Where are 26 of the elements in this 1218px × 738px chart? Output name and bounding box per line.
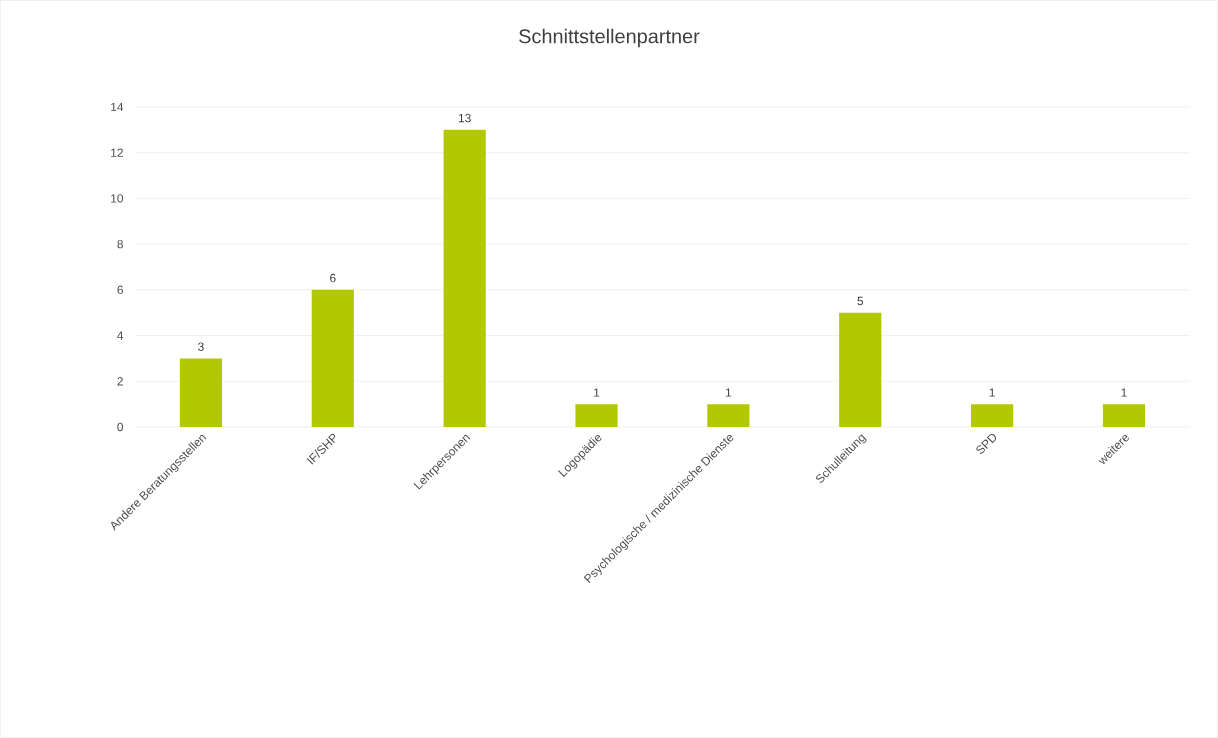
y-tick-label: 4 bbox=[117, 331, 124, 340]
data-label: 5 bbox=[857, 296, 864, 306]
y-tick-label: 6 bbox=[117, 285, 123, 295]
x-tick-label: SPD bbox=[976, 434, 997, 454]
bar bbox=[839, 312, 882, 427]
y-tick-label: 8 bbox=[117, 239, 123, 249]
bar bbox=[443, 129, 486, 427]
bar bbox=[311, 289, 354, 427]
bar bbox=[1102, 404, 1146, 427]
y-tick-label: 2 bbox=[117, 377, 123, 386]
y-tick-label: 0 bbox=[117, 422, 124, 432]
data-label: 1 bbox=[725, 388, 732, 397]
data-label: 13 bbox=[458, 113, 471, 123]
bar bbox=[971, 404, 1014, 427]
y-tick-label: 12 bbox=[111, 148, 123, 157]
data-label: 1 bbox=[594, 388, 600, 397]
y-tick-label: 14 bbox=[111, 102, 124, 112]
y-tick-label: 10 bbox=[111, 194, 124, 203]
chart-title: Schnittstellenpartner bbox=[519, 28, 700, 48]
bar bbox=[575, 404, 618, 427]
bar bbox=[179, 358, 223, 427]
data-label: 6 bbox=[330, 273, 336, 283]
data-label: 1 bbox=[1121, 388, 1127, 397]
data-label: 3 bbox=[198, 342, 204, 351]
bar bbox=[707, 404, 750, 427]
data-label: 1 bbox=[989, 388, 995, 397]
